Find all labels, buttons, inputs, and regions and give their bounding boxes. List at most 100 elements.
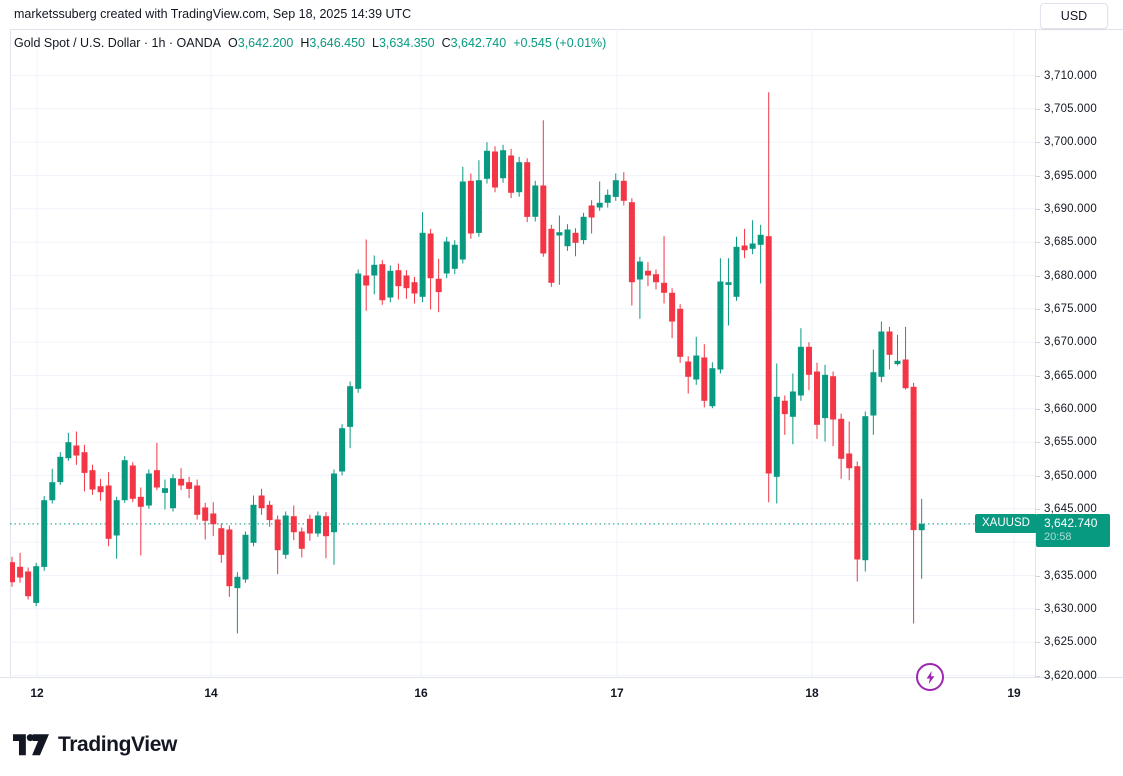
event-lightning-button[interactable] [916, 663, 944, 691]
candle-body [789, 391, 796, 417]
candle-body [572, 232, 579, 243]
candle-body [178, 478, 185, 486]
candle-body [620, 180, 627, 201]
price-axis-tick [1035, 608, 1040, 610]
pane-left-border [10, 29, 11, 677]
candle-body [242, 534, 249, 580]
price-axis-label: 3,630.000 [1044, 602, 1097, 615]
candle-body [194, 485, 201, 515]
candle-body [49, 482, 56, 501]
bar-countdown: 20:58 [1044, 530, 1072, 543]
candle-body [886, 331, 893, 355]
candle-body [588, 205, 595, 218]
candle-body [355, 273, 362, 389]
price-axis-label: 3,700.000 [1044, 136, 1097, 149]
candle-body [653, 274, 659, 283]
candle-body [870, 372, 877, 416]
candle-body [612, 180, 619, 197]
candle-body [806, 346, 812, 375]
candle-body [129, 465, 136, 499]
candle-body [524, 162, 531, 217]
symbol-title[interactable]: Gold Spot / U.S. Dollar · 1h · OANDA [14, 36, 222, 50]
candle-body [838, 418, 845, 459]
price-axis-label: 3,705.000 [1044, 102, 1097, 115]
currency-usd-button[interactable]: USD [1040, 3, 1108, 29]
candle-body [830, 376, 837, 420]
candle-body [282, 515, 289, 555]
candle-body [604, 194, 611, 203]
ohlc-c: C3,642.740 [441, 36, 507, 50]
price-axis-tick [1035, 242, 1040, 244]
candle-body [516, 162, 523, 193]
candle-body [250, 504, 257, 543]
legend-ohlc: O3,642.200 H3,646.450 L3,634.350 C3,642.740 [228, 36, 506, 50]
candle-body [379, 264, 386, 301]
candle-body [17, 566, 24, 578]
price-axis-label: 3,645.000 [1044, 502, 1097, 515]
price-change: +0.545 (+0.01%) [513, 36, 607, 50]
price-axis-tick [1035, 675, 1040, 677]
price-axis-label: 3,690.000 [1044, 202, 1097, 215]
chart-frame: Gold Spot / U.S. Dollar · 1h · OANDA O3,… [0, 29, 1123, 682]
price-axis-tick [1035, 175, 1040, 177]
candle-body [693, 355, 700, 380]
candle-body [298, 531, 305, 549]
candle-body [339, 428, 346, 472]
price-axis-label: 3,635.000 [1044, 569, 1097, 582]
price-axis-label: 3,680.000 [1044, 269, 1097, 282]
candle-body [97, 486, 104, 493]
candle-body [395, 270, 402, 287]
price-axis-tick [1035, 642, 1040, 644]
candle-body [822, 374, 829, 419]
price-axis-label: 3,685.000 [1044, 236, 1097, 249]
candlestick-chart-canvas[interactable] [10, 29, 1035, 677]
time-axis[interactable]: 12 14 16 17 18 19 [0, 677, 1123, 710]
price-axis-tick [1035, 308, 1040, 310]
time-axis-label: 18 [805, 686, 819, 700]
candle-body [669, 292, 676, 322]
candle-body [41, 500, 48, 567]
candle-body [548, 228, 555, 283]
time-axis-label: 16 [414, 686, 428, 700]
price-axis-tick [1035, 208, 1040, 210]
price-axis-label: 3,620.000 [1044, 669, 1097, 682]
candle-body [65, 442, 72, 459]
candle-body [677, 308, 684, 357]
tradingview-wordmark: TradingView [58, 732, 177, 756]
candle-body [218, 528, 225, 555]
candle-body [484, 150, 490, 179]
current-price-symbol-badge: XAUUSD [975, 513, 1037, 533]
candle-body [910, 386, 917, 531]
candle-body [564, 229, 571, 247]
legend: Gold Spot / U.S. Dollar · 1h · OANDA O3,… [14, 36, 606, 50]
price-axis-label: 3,655.000 [1044, 436, 1097, 449]
price-axis-tick [1035, 475, 1040, 477]
candle-body [57, 456, 64, 483]
candle-body [636, 261, 643, 280]
price-axis-label: 3,650.000 [1044, 469, 1097, 482]
candle-body [10, 562, 15, 583]
price-axis-separator [1035, 29, 1036, 677]
candle-body [306, 518, 313, 534]
price-axis-tick [1035, 375, 1040, 377]
tradingview-logo[interactable]: TradingView [13, 732, 177, 757]
candle-body [918, 523, 925, 531]
price-axis-tick [1035, 442, 1040, 444]
candle-body [25, 571, 32, 597]
candle-body [596, 202, 603, 208]
price-axis-tick [1035, 408, 1040, 410]
candle-body [749, 243, 756, 249]
price-axis[interactable]: 3,710.000 3,705.000 3,700.000 3,695.000 3,69… [1035, 29, 1123, 682]
attribution-text: marketssuberg created with TradingView.c… [14, 7, 412, 21]
candle-body [105, 485, 112, 539]
candle-body [170, 478, 176, 509]
candle-body [717, 281, 724, 370]
price-axis-tick [1035, 142, 1040, 144]
current-price-tag: 3,642.740 20:58 [1036, 513, 1110, 547]
candle-body [323, 516, 329, 537]
candle-body [773, 396, 780, 477]
candle-body [331, 473, 337, 533]
candle-body [73, 445, 80, 456]
candle-body [781, 400, 788, 415]
candle-body [757, 234, 764, 245]
